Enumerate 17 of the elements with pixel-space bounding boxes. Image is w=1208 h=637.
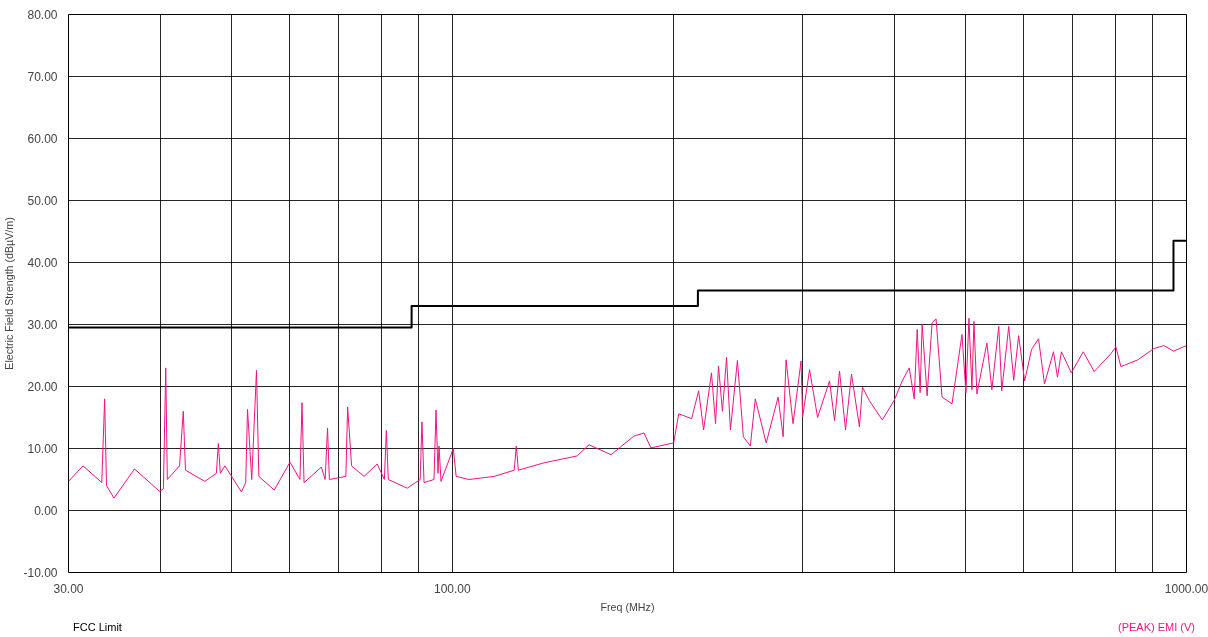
y-axis-title: Electric Field Strength (dBµV/m) (3, 217, 16, 370)
y-tick-label: -10.00 (23, 566, 58, 580)
y-tick-label: 70.00 (27, 70, 58, 84)
text: (PEAK) EMI (V) (1117, 620, 1195, 635)
x-axis-title: Freq (MHz) (600, 600, 655, 613)
x-tick-label: 1000.00 (1164, 581, 1208, 596)
x-tick-label: 30.00 (53, 581, 84, 596)
y-tick-label: 80.00 (27, 8, 58, 22)
y-tick-label: 30.00 (27, 318, 58, 332)
y-tick-label: 40.00 (27, 256, 58, 270)
y-tick-label: 20.00 (27, 380, 58, 394)
x-tick-label: 100.00 (434, 581, 472, 596)
text: FCC Limit (73, 620, 122, 635)
y-tick-label: 10.00 (27, 442, 58, 456)
y-tick-label: 50.00 (27, 194, 58, 208)
y-tick-label: 0.00 (34, 504, 58, 518)
y-tick-label: 60.00 (27, 132, 58, 146)
